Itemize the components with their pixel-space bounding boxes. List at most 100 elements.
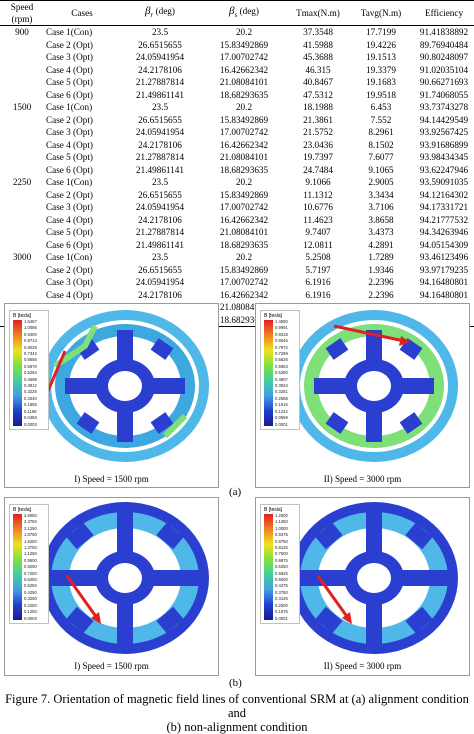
legend-value: 0.5280 [275, 370, 288, 376]
header-beta-r-unit: (deg) [155, 6, 175, 17]
tmax-cell: 6.1916 [305, 277, 331, 288]
srm-field-plot [41, 502, 209, 654]
tmax-cell: 21.5752 [303, 127, 333, 138]
case-cell: Case 2 (Opt) [46, 114, 93, 125]
tavg-cell: 2.9005 [368, 177, 394, 188]
header-beta-r: βr (deg) [145, 5, 175, 19]
efficiency-cell: 91.02035104 [419, 64, 469, 75]
case-cell: Case 1(Con) [46, 252, 93, 263]
tavg-cell: 2.2396 [368, 289, 394, 300]
figure-caption: Figure 7. Orientation of magnetic field … [0, 692, 474, 734]
legend-value: 0.8028 [24, 344, 37, 350]
case-cell: Case 4 (Opt) [46, 289, 93, 300]
table-row: Case 5 (Opt) 21.27887814 21.08084101 19.739… [0, 151, 474, 164]
panel-caption: I) Speed = 1500 rpm [74, 661, 149, 671]
beta-s-cell: 18.68293635 [219, 164, 269, 175]
legend-value: 0.9400 [24, 331, 37, 337]
legend-value: 0.2588 [275, 395, 288, 401]
header-beta-s-unit: (deg) [239, 6, 259, 17]
beta-r-cell: 24.2178106 [138, 64, 182, 75]
header-tmax: Tmax(N.m) [296, 8, 340, 19]
legend-value: 0.0003 [24, 421, 37, 427]
legend-value: 0.0003 [24, 615, 37, 621]
speed-cell: 1500 [12, 102, 32, 113]
legend: B [tesla] 1.4590 0.9991 0.9318 0.8645 0.7972… [260, 310, 300, 430]
legend-value: 0.8714 [24, 338, 37, 344]
efficiency-cell: 94.16480801 [419, 289, 469, 300]
legend-value: 0.5970 [24, 363, 37, 369]
legend-value: 0.1250 [24, 609, 37, 615]
legend-value: 0.5284 [24, 370, 37, 376]
efficiency-cell: 94.12164302 [419, 189, 469, 200]
legend-value: 1.8750 [24, 532, 37, 538]
beta-s-cell: 20.2 [235, 252, 253, 263]
tavg-cell: 1.9346 [368, 264, 394, 275]
beta-s-cell: 20.2 [235, 177, 253, 188]
beta-s-cell: 16.42662342 [219, 64, 269, 75]
efficiency-cell: 93.92567425 [419, 127, 469, 138]
case-cell: Case 2 (Opt) [46, 189, 93, 200]
beta-s-cell: 15.83492869 [219, 39, 269, 50]
tavg-cell: 17.7199 [366, 27, 396, 38]
beta-r-cell: 26.6515655 [138, 189, 182, 200]
tavg-cell: 19.3379 [366, 64, 396, 75]
case-cell: Case 1(Con) [46, 27, 93, 38]
legend-value: 0.6875 [275, 557, 288, 563]
tmax-cell: 45.3688 [303, 52, 333, 63]
tmax-cell: 11.1312 [303, 189, 333, 200]
legend-value: 0.2500 [275, 602, 288, 608]
tavg-cell: 4.2891 [368, 239, 394, 250]
legend-value: 0.4607 [275, 376, 288, 382]
tavg-cell: 19.4226 [366, 39, 396, 50]
color-scale-bar [264, 514, 273, 620]
tavg-cell: 19.1683 [366, 77, 396, 88]
legend-value: 0.0001 [275, 421, 288, 427]
legend-value: 0.5000 [275, 577, 288, 583]
speed-cell [0, 51, 44, 64]
legend-value: 0.9991 [275, 325, 288, 331]
tavg-cell: 6.453 [370, 102, 392, 113]
speed-cell [0, 189, 44, 202]
table-row: Case 2 (Opt) 26.6515655 15.83492869 11.1312… [0, 189, 474, 202]
legend-value: 0.1875 [275, 609, 288, 615]
speed-cell [0, 126, 44, 139]
beta-r-cell: 21.49861141 [136, 239, 184, 250]
efficiency-cell: 89.76940484 [419, 39, 469, 50]
beta-r-cell: 23.5 [151, 252, 169, 263]
tmax-cell: 21.3861 [303, 114, 333, 125]
legend-values: 2.6050 2.3750 2.1250 1.8750 1.6250 1.3750 1.12… [24, 513, 37, 622]
beta-r-cell: 24.2178106 [138, 289, 182, 300]
subfigure-label-b: (b) [229, 677, 242, 689]
speed-cell [0, 276, 44, 289]
color-scale-bar [13, 320, 22, 426]
legend-value: 0.8645 [275, 338, 288, 344]
legend-value: 0.0569 [275, 415, 288, 421]
legend-value: 0.4250 [24, 589, 37, 595]
legend-value: 0.7250 [24, 570, 37, 576]
beta-r-cell: 24.05941954 [135, 127, 185, 138]
srm-field-plot [290, 502, 458, 654]
case-cell: Case 5 (Opt) [46, 152, 93, 163]
legend-value: 0.9318 [275, 331, 288, 337]
case-cell: Case 4 (Opt) [46, 214, 93, 225]
tmax-cell: 18.1988 [303, 102, 333, 113]
subfigure-label-a: (a) [229, 486, 242, 498]
efficiency-cell: 94.14429549 [419, 114, 469, 125]
speed-cell [0, 39, 44, 52]
legend: B [tesla] 1.6467 1.0086 0.9400 0.8714 0.8028… [9, 310, 49, 430]
legend-value: 0.5953 [275, 363, 288, 369]
legend-value: 2.6050 [24, 513, 37, 518]
table-row: Case 3 (Opt) 24.05941954 17.00702742 21.575… [0, 126, 474, 139]
legend-values: 1.2500 1.1250 1.0000 0.9375 0.8750 0.8125 0.75… [275, 513, 288, 622]
beta-s-cell: 15.83492869 [219, 264, 269, 275]
legend-value: 0.2540 [24, 395, 37, 401]
tmax-cell: 12.0811 [303, 239, 333, 250]
beta-r-cell: 26.6515655 [138, 39, 182, 50]
legend-value: 0.1915 [275, 402, 288, 408]
case-cell: Case 4 (Opt) [46, 64, 93, 75]
case-cell: Case 2 (Opt) [46, 39, 93, 50]
header-speed: Speed (rpm) [10, 2, 34, 25]
beta-s-cell: 21.08084101 [219, 302, 269, 313]
tmax-cell: 11.4623 [303, 214, 333, 225]
legend-value: 0.6656 [24, 357, 37, 363]
